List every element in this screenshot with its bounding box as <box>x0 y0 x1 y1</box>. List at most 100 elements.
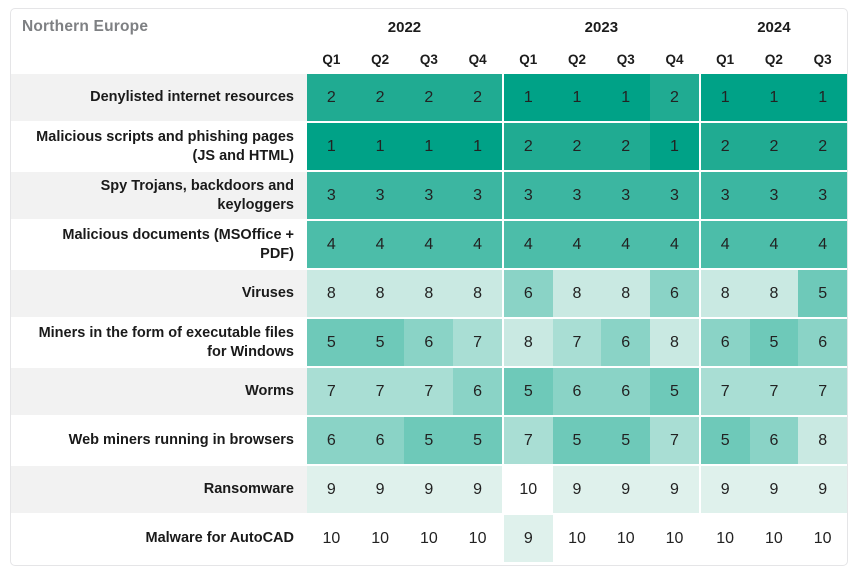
cell-group: 10 10 10 <box>700 515 847 562</box>
year-label: 2023 <box>584 18 619 36</box>
heatmap-cell: 3 <box>798 172 847 219</box>
heatmap-cell: 3 <box>552 172 602 219</box>
heatmap-cell: 4 <box>601 221 651 268</box>
heatmap-cell: 2 <box>798 123 847 170</box>
heatmap-cell: 3 <box>650 172 699 219</box>
table-row: Worms 7 7 7 6 5 6 6 5 7 7 7 <box>11 368 847 415</box>
heatmap-cell: 6 <box>601 368 651 415</box>
table-row: Web miners running in browsers 6 6 5 5 7 5 5 7 5 6… <box>11 417 847 464</box>
heatmap-cell: 4 <box>355 221 405 268</box>
heatmap-cell: 1 <box>798 74 847 121</box>
heatmap-rows: Denylisted internet resources 2 2 2 2 1 1 1 2 1 1 1… <box>11 74 847 562</box>
heatmap-cell: 9 <box>355 466 405 513</box>
heatmap-cell: 10 <box>650 515 699 562</box>
heatmap-cell: 3 <box>355 172 405 219</box>
quarter-label: Q2 <box>568 52 587 67</box>
table-row: Spy Trojans, backdoors and keyloggers 3 3 3… <box>11 172 847 219</box>
table-row: Malicious scripts and phishing pages (JS… <box>11 123 847 170</box>
quarter-label: Q2 <box>371 52 390 67</box>
heatmap-cell: 8 <box>749 270 799 317</box>
heatmap-cell: 10 <box>552 515 602 562</box>
heatmap-cell: 7 <box>453 319 502 366</box>
quarter-label: Q1 <box>716 52 735 67</box>
heatmap-cell: 5 <box>601 417 651 464</box>
heatmap-cell: 1 <box>552 74 602 121</box>
year-label: 2022 <box>387 18 422 36</box>
heatmap-cell: 1 <box>453 123 502 170</box>
row-label: Worms <box>11 368 307 415</box>
heatmap-cell: 3 <box>503 172 553 219</box>
heatmap-cell: 8 <box>650 319 699 366</box>
heatmap-cell: 9 <box>601 466 651 513</box>
table-row: Viruses 8 8 8 8 6 8 8 6 8 8 5 <box>11 270 847 317</box>
heatmap-cell: 9 <box>503 515 553 562</box>
quarter-label: Q1 <box>519 52 538 67</box>
heatmap-cell: 2 <box>552 123 602 170</box>
heatmap-cell: 2 <box>503 123 553 170</box>
row-label: Spy Trojans, backdoors and keyloggers <box>11 172 307 219</box>
heatmap-card: Northern Europe 2022 2023 2024 Q1 Q2 Q3 Q4 Q1 Q… <box>10 8 848 566</box>
quarter-label: Q4 <box>468 52 487 67</box>
quarter-label: Q3 <box>616 52 635 67</box>
heatmap-cell: 6 <box>355 417 405 464</box>
heatmap-cell: 8 <box>798 417 847 464</box>
region-title: Northern Europe <box>22 18 149 35</box>
row-label: Ransomware <box>11 466 307 513</box>
heatmap-cell: 8 <box>552 270 602 317</box>
heatmap-cell: 8 <box>453 270 502 317</box>
year-label: 2024 <box>757 18 791 36</box>
heatmap-cell: 7 <box>355 368 405 415</box>
heatmap-cell: 9 <box>552 466 602 513</box>
quarter-group: Q1 Q2 Q3 Q4 <box>307 52 502 67</box>
row-label: Web miners running in browsers <box>11 417 307 464</box>
heatmap-cell: 3 <box>601 172 651 219</box>
row-label: Denylisted internet resources <box>11 74 307 121</box>
heatmap-cell: 5 <box>700 417 750 464</box>
heatmap-cell: 4 <box>700 221 750 268</box>
quarter-label: Q4 <box>665 52 684 67</box>
heatmap-cell: 4 <box>749 221 799 268</box>
heatmap-cell: 2 <box>404 74 454 121</box>
heatmap-cell: 10 <box>798 515 847 562</box>
heatmap-cell: 6 <box>453 368 502 415</box>
heatmap-cell: 2 <box>749 123 799 170</box>
heatmap-cell: 8 <box>700 270 750 317</box>
heatmap-cell: 5 <box>404 417 454 464</box>
heatmap-cell: 6 <box>601 319 651 366</box>
heatmap-cell: 5 <box>650 368 699 415</box>
heatmap-cell: 2 <box>355 74 405 121</box>
heatmap-cell: 2 <box>700 123 750 170</box>
heatmap-cell: 10 <box>749 515 799 562</box>
heatmap-cell: 5 <box>798 270 847 317</box>
heatmap-cell: 7 <box>749 368 799 415</box>
quarter-label: Q2 <box>764 52 783 67</box>
quarter-row-groups: Q1 Q2 Q3 Q4 Q1 Q2 Q3 Q4 Q1 Q2 Q3 <box>307 52 847 67</box>
heatmap-cell: 1 <box>307 123 356 170</box>
table-row: Malware for AutoCAD 10 10 10 10 9 10 10 10 10 10 10 <box>11 515 847 562</box>
row-label: Viruses <box>11 270 307 317</box>
quarter-label: Q1 <box>322 52 341 67</box>
heatmap-cell: 10 <box>404 515 454 562</box>
heatmap-cell: 3 <box>700 172 750 219</box>
heatmap-cell: 10 <box>700 515 750 562</box>
heatmap-cell: 4 <box>453 221 502 268</box>
heatmap-cell: 1 <box>355 123 405 170</box>
heatmap-cell: 5 <box>307 319 356 366</box>
quarter-header-row: Q1 Q2 Q3 Q4 Q1 Q2 Q3 Q4 Q1 Q2 Q3 <box>11 45 847 72</box>
heatmap-cell: 1 <box>700 74 750 121</box>
heatmap-cell: 4 <box>798 221 847 268</box>
heatmap-cell: 4 <box>307 221 356 268</box>
cell-group: 9 10 10 10 <box>503 515 699 562</box>
